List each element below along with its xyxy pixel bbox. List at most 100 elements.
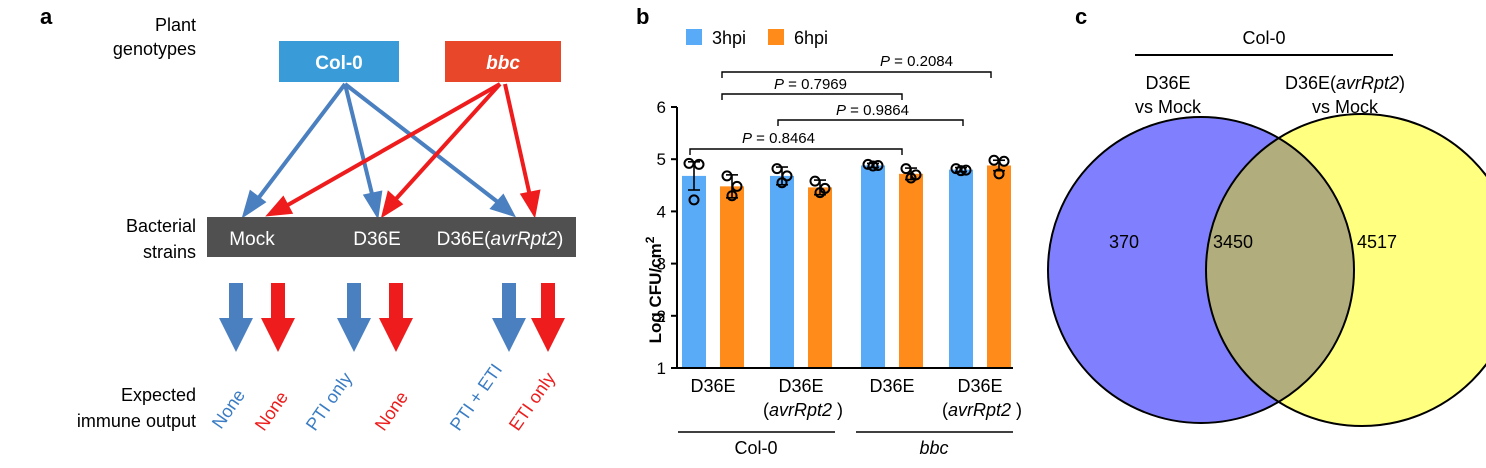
arrow-bbc-avr [503,83,532,197]
panel-c-label: c [1075,4,1087,29]
legend-swatch-3hpi [686,29,702,45]
bar-3hpi-2 [861,165,885,368]
data-point [688,194,700,206]
category-label-line1: D36E [778,376,823,396]
category-label-line2: (avrRpt2 ) [942,400,1022,420]
bar-marks [677,154,1013,369]
data-point [960,164,972,176]
data-point [776,177,788,189]
output-eti-only: ETI only [505,369,559,435]
bbc-arrows [265,82,541,219]
panel-b: b 3hpi 6hpi Log CFU/cm2 1 2 3 4 5 6 P = 0.208… [636,4,1022,458]
row-label-plant-line2: genotypes [113,39,196,59]
y-tick-label: 6 [657,98,666,117]
data-point [900,163,912,175]
data-point [988,154,1000,166]
bar-6hpi-2 [899,173,923,368]
data-point [993,168,1005,180]
category-label-line1: D36E [869,376,914,396]
fat-arrow-red-1 [261,283,295,352]
bracket-1 [721,71,992,78]
venn-left-outline [1047,116,1355,424]
bar-6hpi-0 [720,186,744,368]
venn-value-overlap: 3450 [1213,232,1253,252]
stat-label-2: P = 0.7969 [774,76,847,93]
output-none-blue: None [208,386,249,433]
fat-arrow-red-2 [379,283,413,352]
data-point [731,180,743,192]
legend-label-6hpi: 6hpi [794,28,828,48]
output-arrows [219,283,565,352]
bar-6hpi-3 [987,165,1011,368]
genotype-box-bbc [445,41,561,82]
category-label-line1: D36E [690,376,735,396]
legend-swatch-6hpi [768,29,784,45]
data-point [693,158,705,170]
bracket-2 [721,93,903,100]
stat-label-1: P = 0.2084 [880,53,953,70]
fat-arrow-blue-2 [337,283,371,352]
arrowhead-bbc-avr [519,189,541,219]
bracket-3 [777,119,964,126]
genotype-label-col0: Col-0 [315,53,363,74]
arrowhead-col0-avr [489,193,517,218]
arrow-bbc-mock [285,82,501,208]
category-label-line2: (avrRpt2 ) [763,400,843,420]
fat-arrow-blue-1 [219,283,253,352]
venn-value-right: 4517 [1357,232,1397,252]
bracket-4 [689,148,903,155]
venn-group-label: Col-0 [1242,28,1285,48]
data-point [955,165,967,177]
group-label-col0: Col-0 [734,438,777,458]
row-label-output-line2: immune output [77,411,196,431]
arrowhead-col0-mock [241,189,267,219]
data-point [814,187,826,199]
arrowhead-col0-d36e [362,190,383,220]
panel-a-label: a [40,4,53,29]
panel-c: c Col-0 D36E vs Mock D36E(avrRpt2) vs Mo… [1047,4,1486,427]
y-ticks: 1 2 3 4 5 6 [657,98,677,378]
y-tick-label: 5 [657,150,666,169]
data-point [905,172,917,184]
genotype-label-bbc: bbc [486,53,520,74]
arrow-bbc-d36e [393,82,502,202]
data-point [867,160,879,172]
arrowhead-bbc-d36e [380,190,404,219]
output-pti-eti: PTI + ETI [446,360,506,434]
stat-label-3: P = 0.9864 [836,102,909,119]
bar-3hpi-0 [682,175,706,368]
venn-value-left: 370 [1109,232,1139,252]
data-point [998,155,1010,167]
bar-6hpi-1 [808,187,832,368]
row-label-bacteria-line2: strains [143,242,196,262]
legend-label-3hpi: 3hpi [712,28,746,48]
data-point [683,157,695,169]
data-point [950,163,962,175]
output-none-red-1: None [251,388,292,435]
arrow-col0-avr [343,82,501,205]
row-label-output-line1: Expected [121,385,196,405]
strain-d36e: D36E [353,229,401,250]
panel-b-label: b [636,4,649,29]
venn-left-title-line2: vs Mock [1135,97,1202,117]
venn-right-title-line1: D36E(avrRpt2) [1285,73,1405,93]
y-tick-label: 4 [657,202,666,221]
data-point [771,163,783,175]
genotype-box-col0 [279,41,399,82]
y-tick-label: 2 [657,307,666,326]
fat-arrow-blue-3 [492,283,526,352]
data-point [721,170,733,182]
category-label-line1: D36E [957,376,1002,396]
venn-right-title-line2: vs Mock [1312,97,1379,117]
strain-mock: Mock [229,229,275,250]
arrow-col0-mock [255,82,347,202]
bar-3hpi-1 [770,175,794,368]
venn-right-outline [1205,113,1486,427]
data-point [809,175,821,187]
row-label-plant-line1: Plant [155,15,196,35]
data-point [726,190,738,202]
output-pti-only: PTI only [302,369,356,435]
venn-left-title-line1: D36E [1145,73,1190,93]
panel-a: a Plant genotypes Bacterial strains Expe… [40,4,576,434]
